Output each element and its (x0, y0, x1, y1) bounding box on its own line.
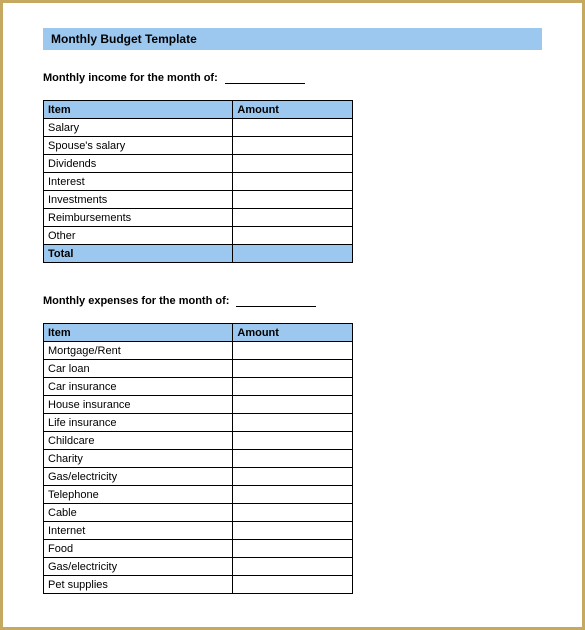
table-row: Pet supplies (44, 576, 353, 594)
table-row: Investments (44, 191, 353, 209)
expense-amount (233, 486, 353, 504)
income-table: Item Amount Salary Spouse's salary Divid… (43, 100, 353, 263)
expense-item: Life insurance (44, 414, 233, 432)
table-row: House insurance (44, 396, 353, 414)
expense-item: Internet (44, 522, 233, 540)
expense-amount (233, 396, 353, 414)
expense-amount (233, 342, 353, 360)
table-row: Car loan (44, 360, 353, 378)
income-item: Other (44, 227, 233, 245)
expenses-col-item: Item (44, 324, 233, 342)
table-row: Gas/electricity (44, 468, 353, 486)
table-row: Childcare (44, 432, 353, 450)
table-row: Reimbursements (44, 209, 353, 227)
income-amount (233, 209, 353, 227)
income-amount (233, 173, 353, 191)
expenses-col-amount: Amount (233, 324, 353, 342)
table-row: Cable (44, 504, 353, 522)
income-item: Spouse's salary (44, 137, 233, 155)
expense-amount (233, 414, 353, 432)
expense-item: Car loan (44, 360, 233, 378)
income-item: Interest (44, 173, 233, 191)
income-item: Salary (44, 119, 233, 137)
income-amount (233, 155, 353, 173)
expense-item: House insurance (44, 396, 233, 414)
expense-amount (233, 540, 353, 558)
expense-item: Pet supplies (44, 576, 233, 594)
table-row: Charity (44, 450, 353, 468)
expense-item: Cable (44, 504, 233, 522)
table-row: Gas/electricity (44, 558, 353, 576)
income-col-amount: Amount (233, 101, 353, 119)
expense-item: Car insurance (44, 378, 233, 396)
income-section-heading: Monthly income for the month of: (43, 72, 542, 84)
expenses-table: Item Amount Mortgage/Rent Car loan Car i… (43, 323, 353, 594)
expense-amount (233, 378, 353, 396)
table-row: Dividends (44, 155, 353, 173)
expense-item: Gas/electricity (44, 468, 233, 486)
table-row: Other (44, 227, 353, 245)
expense-amount (233, 576, 353, 594)
income-total-label: Total (44, 245, 233, 263)
expense-amount (233, 558, 353, 576)
income-blank-line (225, 83, 305, 84)
table-row: Salary (44, 119, 353, 137)
expense-amount (233, 504, 353, 522)
table-row: Food (44, 540, 353, 558)
income-col-item: Item (44, 101, 233, 119)
expense-item: Telephone (44, 486, 233, 504)
table-row: Interest (44, 173, 353, 191)
income-amount (233, 227, 353, 245)
document-title: Monthly Budget Template (43, 28, 542, 50)
expense-item: Food (44, 540, 233, 558)
table-row: Spouse's salary (44, 137, 353, 155)
expense-item: Gas/electricity (44, 558, 233, 576)
expenses-blank-line (236, 306, 316, 307)
table-row: Mortgage/Rent (44, 342, 353, 360)
table-row: Car insurance (44, 378, 353, 396)
income-heading-text: Monthly income for the month of: (43, 72, 218, 84)
income-total-row: Total (44, 245, 353, 263)
income-amount (233, 137, 353, 155)
income-total-amount (233, 245, 353, 263)
expenses-section-heading: Monthly expenses for the month of: (43, 295, 542, 307)
table-row: Telephone (44, 486, 353, 504)
income-item: Dividends (44, 155, 233, 173)
expense-amount (233, 522, 353, 540)
expenses-heading-text: Monthly expenses for the month of: (43, 295, 229, 307)
expense-item: Charity (44, 450, 233, 468)
income-item: Investments (44, 191, 233, 209)
expense-item: Childcare (44, 432, 233, 450)
expense-amount (233, 360, 353, 378)
table-row: Life insurance (44, 414, 353, 432)
table-row: Internet (44, 522, 353, 540)
income-item: Reimbursements (44, 209, 233, 227)
expense-amount (233, 432, 353, 450)
expense-amount (233, 450, 353, 468)
income-amount (233, 119, 353, 137)
expense-item: Mortgage/Rent (44, 342, 233, 360)
expense-amount (233, 468, 353, 486)
income-amount (233, 191, 353, 209)
